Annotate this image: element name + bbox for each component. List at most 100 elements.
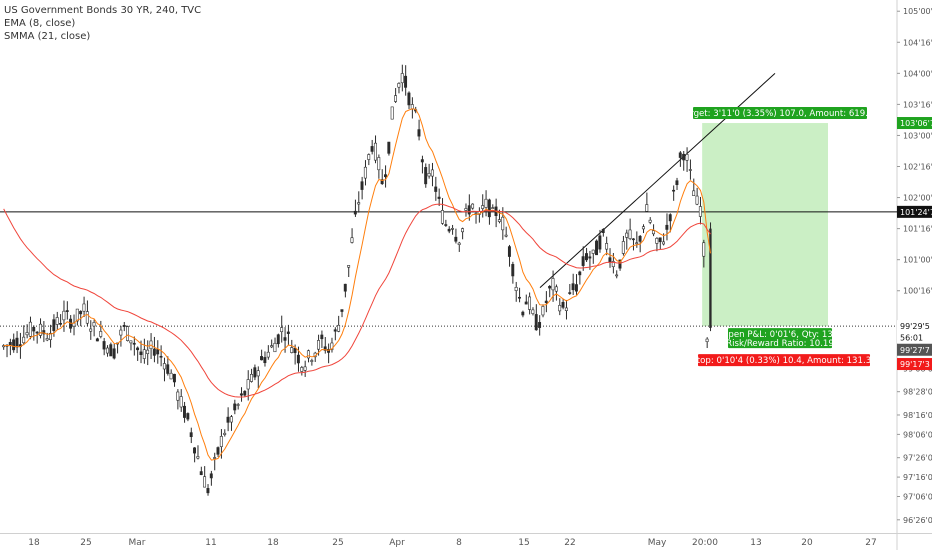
candle-body — [75, 308, 79, 322]
candle-body — [461, 228, 465, 233]
candle-body — [514, 286, 518, 291]
candle-body — [605, 243, 609, 250]
y-tick-label: 97'06'0 — [903, 493, 932, 502]
x-tick-label: 25 — [80, 538, 91, 548]
countdown-tag-bg — [897, 331, 932, 344]
stop-price-tag-bg — [897, 358, 932, 371]
candle-body — [709, 228, 712, 329]
candle-body — [454, 236, 458, 242]
candle-body — [695, 195, 699, 205]
candle-body — [270, 345, 274, 348]
candle-body — [293, 347, 297, 354]
candle-body — [92, 322, 96, 327]
candle-body — [507, 246, 511, 257]
candle-body — [15, 337, 19, 348]
x-tick-label: 13 — [750, 538, 761, 548]
stop-price-tag: 99'17'3 — [900, 360, 930, 369]
candle-body — [625, 232, 629, 238]
y-tick-label: 104'00'0 — [903, 69, 932, 78]
candle-body — [702, 242, 706, 257]
candle-body — [367, 154, 371, 160]
candle-body — [283, 337, 287, 341]
candle-body — [615, 274, 619, 277]
candle-body — [668, 214, 672, 222]
y-tick-label: 105'00'0 — [903, 7, 932, 16]
candle-body — [239, 393, 243, 396]
candle-body — [340, 309, 344, 312]
candle-body — [394, 95, 398, 102]
candle-body — [266, 351, 270, 358]
candle-body — [404, 75, 408, 88]
candle-body — [561, 301, 565, 308]
candle-body — [574, 284, 578, 292]
candle-body — [430, 169, 434, 177]
price-tags: 103'06'7 101'24'7 99'29'5 56:01 99'27'7 99'17… — [897, 117, 932, 371]
candle-body — [471, 203, 475, 209]
candle-body — [172, 373, 176, 383]
candle-body — [544, 300, 548, 304]
candle-body — [290, 347, 294, 353]
secondary-price-tag-bg — [897, 343, 932, 356]
target-price-tag: 103'06'7 — [900, 119, 932, 128]
y-tick-label: 96'26'0 — [903, 516, 932, 525]
candle-body — [65, 310, 69, 312]
y-tick-label: 100'16'0 — [903, 287, 932, 296]
candle-body — [223, 432, 227, 435]
candle-body — [360, 181, 364, 190]
candle-body — [2, 345, 6, 348]
level-price-tag: 101'24'7 — [900, 208, 932, 217]
candle-body — [491, 207, 495, 209]
x-axis: 18 25 Mar 11 18 25 Apr 8 15 22 May 20:00 13 20 27 — [28, 538, 876, 548]
candle-body — [457, 242, 461, 245]
candle-body — [32, 326, 36, 332]
candle-body — [296, 354, 300, 364]
candle-body — [584, 253, 588, 261]
target-price-tag-bg — [897, 117, 932, 130]
candle-body — [48, 332, 52, 340]
candle-body — [541, 306, 545, 316]
candle-body — [504, 234, 508, 237]
candle-body — [568, 292, 572, 294]
candle-body — [638, 235, 642, 242]
pnl-annotation-text: Open P&L: 0'01'6, Qty: 133 — [722, 330, 839, 340]
candle-body — [618, 259, 622, 269]
candle-body — [598, 235, 602, 250]
candle-body — [424, 167, 428, 185]
secondary-price-tag: 99'27'7 — [900, 346, 930, 355]
candle-body — [450, 228, 454, 230]
x-tick-label: 22 — [564, 538, 575, 548]
candle-body — [675, 180, 679, 185]
candle-body — [528, 296, 531, 310]
target-zone[interactable] — [702, 123, 828, 327]
candle-body — [62, 310, 66, 321]
candle-body — [692, 190, 696, 196]
candle-body — [179, 396, 183, 408]
candle-body — [28, 321, 32, 337]
position-annotations: Target: 3'11'0 (3.35%) 107.0, Amount: 61… — [680, 107, 879, 367]
candle-body — [132, 342, 136, 345]
candle-body — [199, 471, 203, 476]
candle-body — [621, 241, 625, 254]
candle-body — [655, 237, 659, 244]
candle-body — [79, 311, 83, 315]
candle-body — [156, 349, 160, 355]
x-tick-label: 18 — [28, 538, 40, 548]
candle-body — [407, 92, 411, 106]
candle-body — [169, 372, 173, 380]
candle-body — [551, 278, 555, 291]
y-tick-label: 104'16'0 — [903, 38, 932, 47]
legend-smma: SMMA (21, close) — [4, 31, 91, 42]
x-tick-label: 27 — [865, 538, 876, 548]
candle-body — [216, 447, 220, 455]
candle-body — [136, 347, 140, 351]
candle-body — [253, 367, 257, 378]
candle-body — [390, 106, 394, 120]
horizontal-line-layer — [0, 211, 897, 327]
countdown-tag: 56:01 — [900, 333, 923, 342]
candle-body — [387, 141, 391, 154]
candle-body — [400, 73, 404, 84]
candle-body — [357, 202, 361, 205]
candle-body — [119, 329, 123, 336]
